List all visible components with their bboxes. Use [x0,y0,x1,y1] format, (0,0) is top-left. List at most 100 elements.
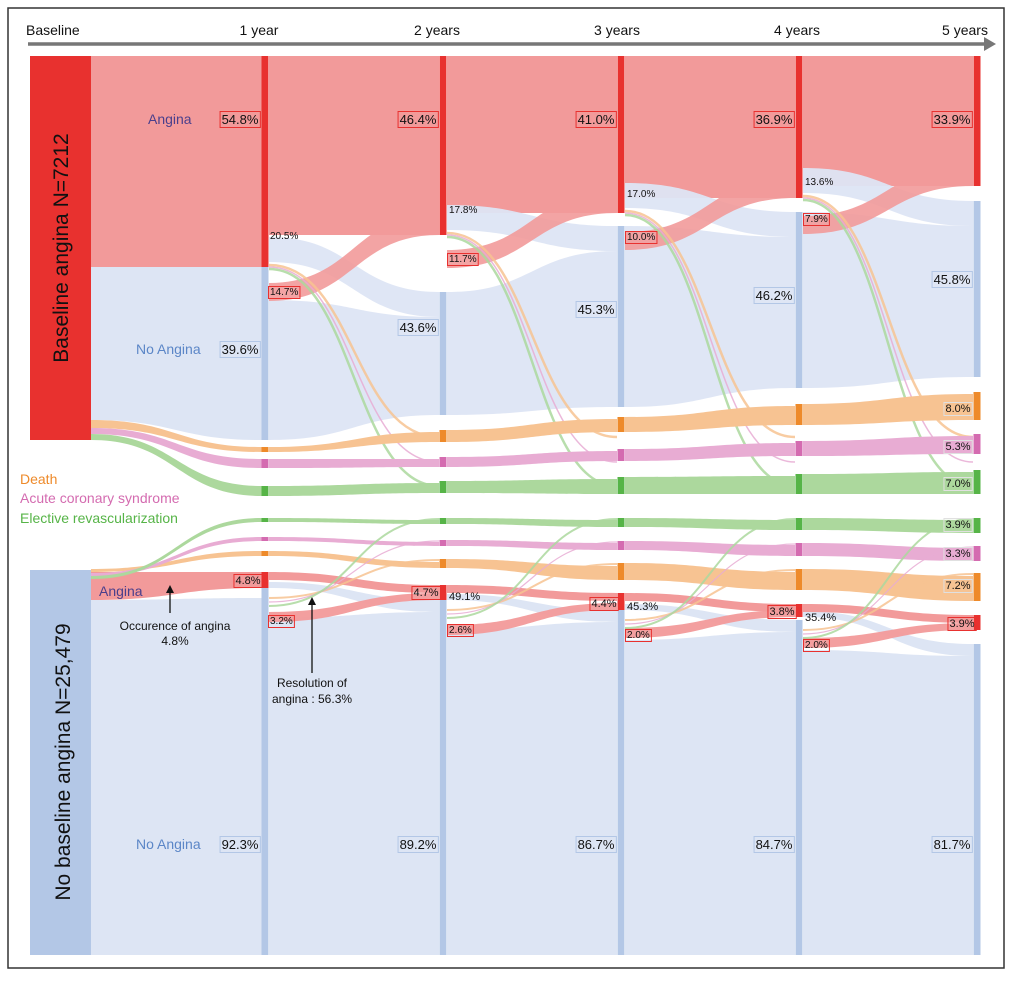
value-bottom-noangina-2-box [575,836,617,853]
value-top-onset-1: 11.7% [449,254,477,265]
value-bottom-onset-0-box [268,615,295,628]
node-bottom-angina-1 [439,585,447,600]
flow-bottom-revasc-2 [625,518,795,530]
timeline-arrowhead [984,37,996,51]
value-top-noangina-2: 45.3% [578,302,615,317]
value-top-angina-2: 41.0% [578,112,615,127]
value-top-angina-0: 54.8% [222,112,259,127]
flow-bottom-acs-0 [269,537,439,546]
annotation-occurrence: Occurence of angina 4.8% [120,585,231,648]
value-bottom-acs-5y-box [943,547,973,561]
flow-top-angina-stay-1 [447,56,617,213]
value-bottom-onset-1: 2.6% [449,625,472,636]
flow-bottom-noangina-stay-0 [269,612,439,955]
flow-bottom-revasc-baseline [91,518,262,579]
resolution-label-line1: Resolution of [277,676,348,690]
flow-bottom-angina-stay-2 [625,593,795,612]
flow-top-angina-stay-3 [803,56,973,186]
flow-top-death-line-2 [624,209,796,439]
no-baseline-angina-label: No baseline angina N=25,479 [52,623,75,900]
occurrence-label: Occurence of angina [120,619,231,633]
value-top-onset-3-box [803,213,830,226]
node-top-angina-4 [973,56,981,186]
value-top-noangina-2-box [575,301,617,318]
value-bottom-angina-3: 3.8% [769,606,794,618]
node-top-revasc-4 [973,470,981,494]
value-top-acs-5y: 5.3% [945,441,970,453]
flow-bottom-death-0 [269,551,439,568]
node-bottom-noangina-1 [439,600,447,955]
category-label-angina-top: Angina [148,111,192,127]
node-top-angina-2 [617,56,625,213]
flow-top-revasc-3 [803,472,973,494]
node-bottom-death-4 [973,573,981,601]
figure-frame [7,7,1005,969]
flow-top-revasc-line-1 [446,235,618,488]
node-top-death-1 [439,430,447,442]
value-top-resolve-2: 17.0% [627,189,655,200]
value-bottom-onset-2: 2.0% [627,630,650,641]
nodes [261,56,981,955]
flow-top-death-1 [447,419,617,442]
resolution-arrowhead [308,597,316,605]
timeline-axis: Baseline 1 year 2 years 3 years 4 years … [26,22,996,51]
value-top-noangina-0-box [219,341,261,358]
value-bottom-angina-0-box [233,574,263,588]
flow-top-revasc-1 [447,479,617,494]
value-bottom-onset-0: 3.2% [270,616,293,627]
value-bottom-onset-2-box [625,629,652,642]
baseline-angina-label: Baseline angina N=7212 [50,133,73,362]
flow-bottom-revasc-line-2 [624,518,796,629]
node-bottom-angina-3 [795,604,803,617]
value-bottom-noangina-3: 84.7% [756,837,793,852]
flow-top-resolve-0 [269,237,439,317]
value-bottom-noangina-3-box [753,836,795,853]
flow-top-noangina-stay-2 [625,226,795,407]
flow-top-noangina-baseline [91,267,262,440]
node-top-noangina-0 [261,267,269,440]
node-top-death-3 [795,404,803,425]
category-label-no-angina-top: No Angina [136,341,201,357]
flow-bottom-angina-stay-0 [269,572,439,593]
flow-bottom-acs-baseline [91,537,262,576]
flow-top-acs-baseline [91,428,262,468]
value-top-noangina-3: 46.2% [756,288,793,303]
flow-top-revasc-line-3 [802,198,974,488]
flow-top-onset-2 [625,176,795,250]
timeline-label-3-years: 3 years [594,22,640,38]
flow-top-noangina-stay-3 [803,212,973,388]
value-top-angina-0-box [219,111,261,128]
value-top-onset-2-box [625,231,658,244]
node-bottom-death-2 [617,563,625,580]
node-bottom-revasc-0 [261,518,269,522]
timeline-label-5-years: 5 years [942,22,988,38]
node-bottom-revasc-3 [795,518,803,530]
value-top-onset-0: 14.7% [270,287,298,298]
flow-top-revasc-0 [269,483,439,496]
node-top-acs-4 [973,434,981,454]
node-bottom-acs-2 [617,541,625,550]
value-bottom-noangina-0-box [219,836,261,853]
flow-bottom-revasc-1 [447,518,617,527]
flow-bottom-acs-2 [625,541,795,556]
flow-top-acs-0 [269,459,439,468]
flow-bottom-death-line-1 [446,563,618,611]
flow-top-revasc-2 [625,476,795,494]
flow-bottom-acs-line-0 [268,540,440,603]
value-top-noangina-1-box [397,319,439,336]
timeline-label-4-years: 4 years [774,22,820,38]
flow-top-angina-stay-0 [269,56,439,235]
flow-top-onset-0 [269,213,439,301]
flow-top-death-3 [803,394,973,425]
value-bottom-onset-3-box [803,639,830,652]
flow-bottom-death-line-2 [624,569,796,621]
value-top-angina-1-box [397,111,439,128]
value-labels: 54.8% 39.6% 92.3% 46.4% 43.6% 89.2% 41.0% 45.3%… [219,111,977,853]
value-top-angina-3-box [753,111,795,128]
value-top-revasc-5y-box [943,477,973,491]
value-top-angina-3: 36.9% [756,112,793,127]
value-top-noangina-4: 45.8% [934,272,971,287]
flow-bottom-angina-baseline [91,572,262,600]
flow-top-onset-3 [803,164,973,234]
